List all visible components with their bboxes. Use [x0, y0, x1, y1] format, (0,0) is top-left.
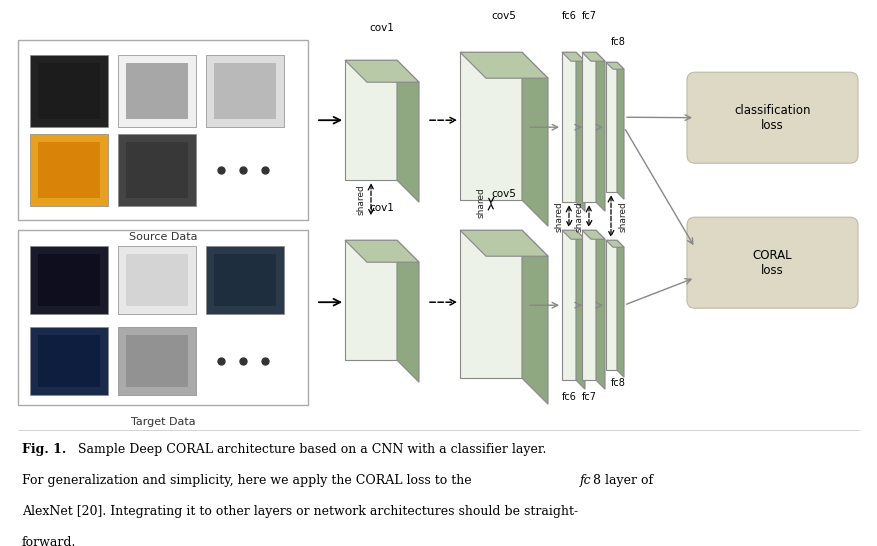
Polygon shape [460, 230, 522, 378]
Text: cov1: cov1 [369, 23, 395, 33]
FancyBboxPatch shape [118, 55, 196, 127]
Text: shared: shared [554, 201, 564, 232]
Text: CORAL
loss: CORAL loss [752, 249, 792, 277]
Polygon shape [606, 62, 624, 69]
Text: forward.: forward. [22, 536, 76, 546]
Text: cov5: cov5 [492, 189, 517, 199]
Text: Source Data: Source Data [129, 232, 197, 242]
FancyBboxPatch shape [38, 254, 100, 306]
FancyBboxPatch shape [687, 217, 858, 308]
FancyBboxPatch shape [206, 246, 284, 314]
Polygon shape [582, 52, 605, 61]
FancyBboxPatch shape [118, 327, 196, 395]
Text: cov1: cov1 [369, 203, 395, 213]
FancyBboxPatch shape [214, 254, 276, 306]
Polygon shape [596, 230, 605, 389]
FancyBboxPatch shape [18, 40, 308, 220]
Text: For generalization and simplicity, here we apply the CORAL loss to the: For generalization and simplicity, here … [22, 474, 475, 487]
FancyBboxPatch shape [38, 142, 100, 198]
Text: Fig. 1.: Fig. 1. [22, 443, 67, 456]
Polygon shape [606, 240, 624, 247]
Text: fc: fc [580, 474, 592, 487]
Polygon shape [576, 52, 585, 211]
Polygon shape [606, 62, 617, 192]
Polygon shape [596, 52, 605, 211]
Text: shared: shared [476, 187, 486, 218]
FancyBboxPatch shape [30, 55, 108, 127]
FancyBboxPatch shape [118, 134, 196, 206]
Polygon shape [397, 240, 419, 382]
Polygon shape [460, 52, 522, 200]
Polygon shape [345, 240, 419, 262]
Polygon shape [562, 230, 576, 380]
Polygon shape [576, 230, 585, 389]
Polygon shape [562, 230, 585, 239]
FancyBboxPatch shape [126, 142, 188, 198]
Text: Sample Deep CORAL architecture based on a CNN with a classifier layer.: Sample Deep CORAL architecture based on … [74, 443, 546, 456]
Text: fc6: fc6 [561, 392, 576, 402]
Polygon shape [562, 52, 576, 202]
FancyBboxPatch shape [214, 63, 276, 118]
Text: shared: shared [356, 184, 366, 215]
Text: Target Data: Target Data [131, 417, 196, 427]
Polygon shape [606, 240, 617, 370]
Text: fc7: fc7 [581, 11, 596, 21]
Polygon shape [345, 60, 419, 82]
FancyBboxPatch shape [126, 254, 188, 306]
Polygon shape [345, 240, 397, 360]
Polygon shape [582, 230, 596, 380]
FancyBboxPatch shape [687, 72, 858, 163]
Polygon shape [617, 62, 624, 199]
FancyBboxPatch shape [30, 134, 108, 206]
Text: AlexNet [20]. Integrating it to other layers or network architectures should be : AlexNet [20]. Integrating it to other la… [22, 505, 578, 518]
Text: fc6: fc6 [561, 11, 576, 21]
Text: fc7: fc7 [581, 392, 596, 402]
Polygon shape [397, 60, 419, 202]
Text: fc8: fc8 [610, 378, 625, 388]
Text: fc8: fc8 [610, 37, 625, 47]
Polygon shape [582, 52, 596, 202]
Polygon shape [345, 60, 397, 180]
Polygon shape [562, 52, 585, 61]
Polygon shape [617, 240, 624, 377]
FancyBboxPatch shape [206, 55, 284, 127]
Text: 8 layer of: 8 layer of [593, 474, 653, 487]
Polygon shape [460, 230, 548, 256]
Polygon shape [522, 52, 548, 226]
FancyBboxPatch shape [30, 327, 108, 395]
Text: shared: shared [574, 201, 583, 232]
Polygon shape [522, 230, 548, 404]
Text: classification
loss: classification loss [734, 104, 810, 132]
Polygon shape [582, 230, 605, 239]
Text: shared: shared [618, 201, 628, 232]
FancyBboxPatch shape [126, 335, 188, 387]
FancyBboxPatch shape [38, 335, 100, 387]
FancyBboxPatch shape [126, 63, 188, 118]
FancyBboxPatch shape [118, 246, 196, 314]
Polygon shape [460, 52, 548, 78]
FancyBboxPatch shape [30, 246, 108, 314]
FancyBboxPatch shape [38, 63, 100, 118]
FancyBboxPatch shape [18, 230, 308, 405]
Text: cov5: cov5 [492, 11, 517, 21]
